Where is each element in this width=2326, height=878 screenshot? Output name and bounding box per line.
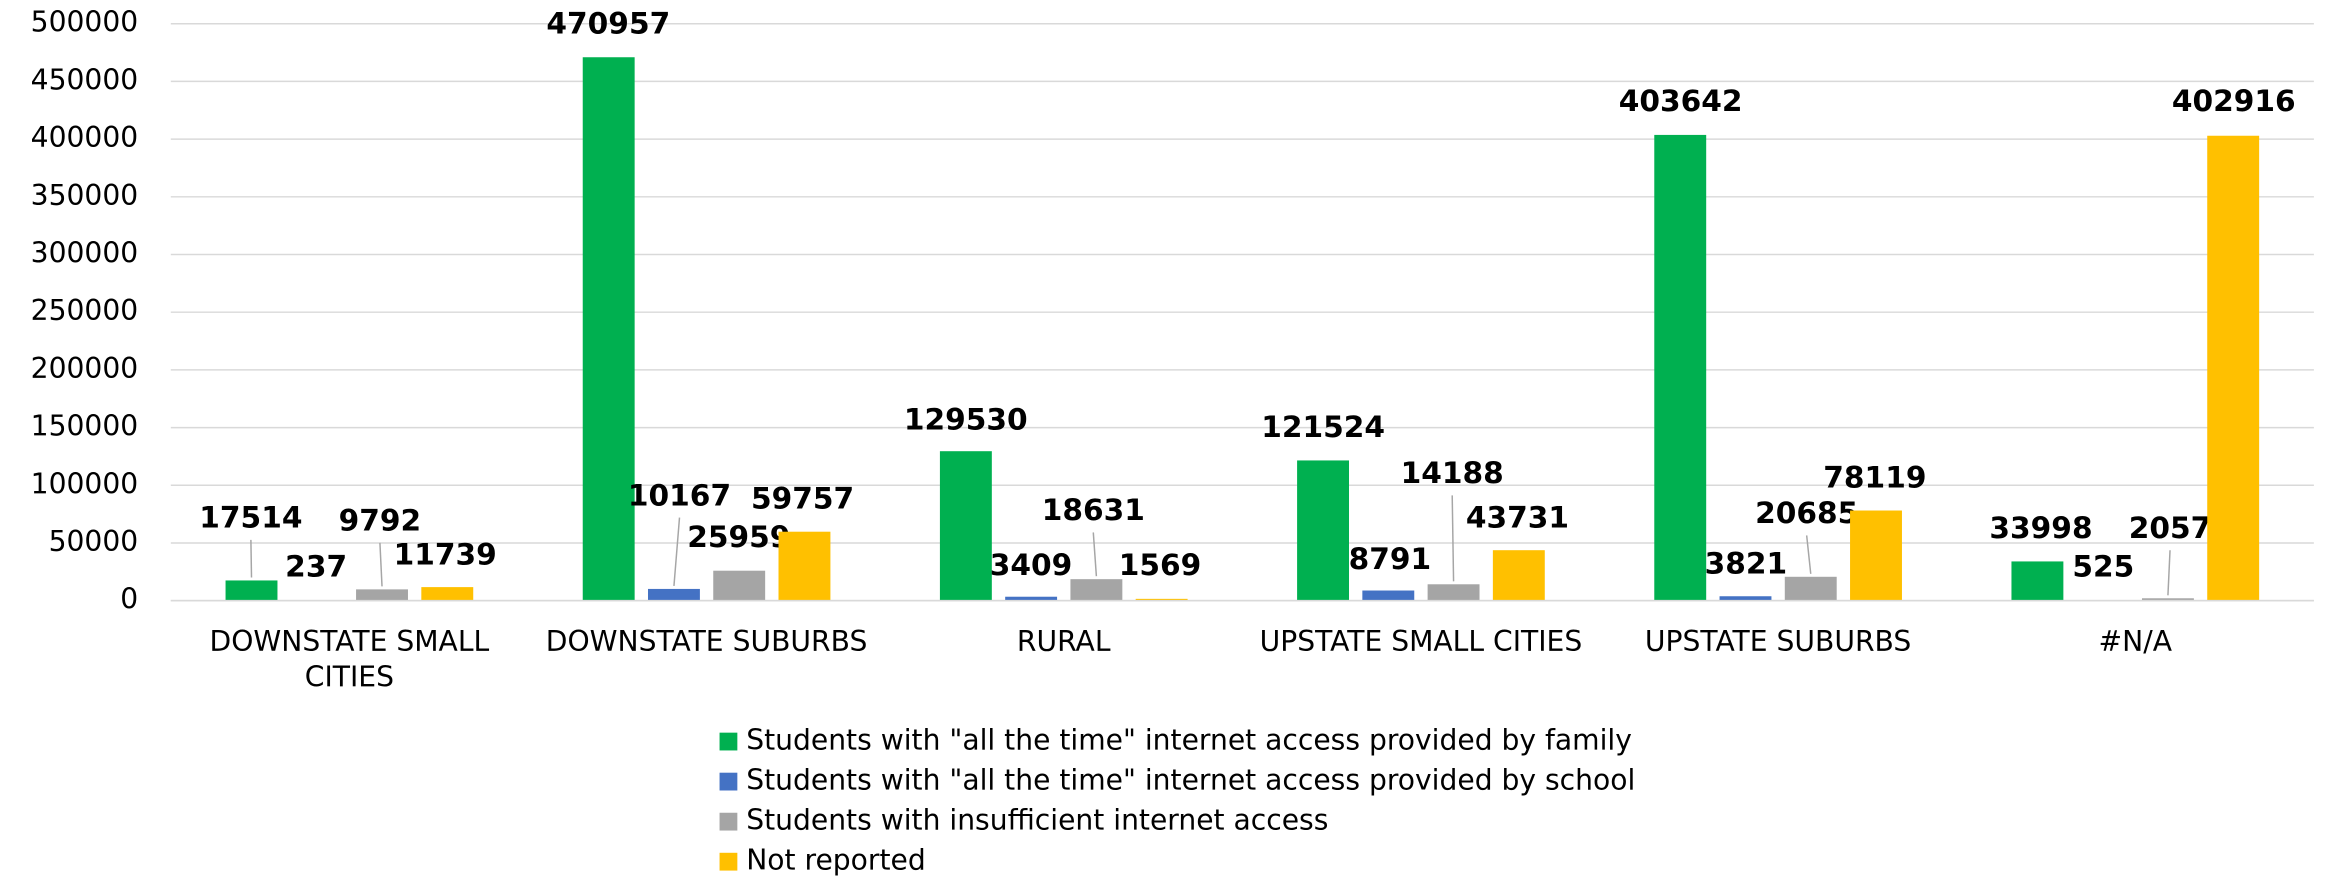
x-tick-label: UPSTATE SMALL CITIES (1259, 625, 1583, 659)
data-label: 525 (2072, 549, 2134, 584)
bar (2141, 598, 2194, 601)
data-label: 78119 (1823, 460, 1926, 495)
data-label: 25959 (687, 519, 790, 554)
data-label: 20685 (1755, 495, 1858, 530)
leader-line (2167, 550, 2171, 596)
y-tick-label: 50000 (49, 525, 139, 558)
x-tick-label: #N/A (2098, 625, 2173, 659)
legend-label: Students with "all the time" internet ac… (746, 724, 1632, 757)
legend-label: Students with "all the time" internet ac… (746, 764, 1635, 797)
bar (1492, 550, 1545, 601)
y-tick-label: 450000 (31, 63, 138, 96)
x-tick-label-box: #N/A (2098, 625, 2173, 659)
leader-line (1092, 532, 1098, 577)
x-tick-label-box: DOWNSTATE SMALL CITIES (209, 625, 490, 695)
data-label: 10167 (628, 477, 731, 512)
legend-label: Students with insufficient internet acce… (746, 804, 1328, 837)
bar (1427, 584, 1480, 601)
y-tick-label: 150000 (31, 410, 138, 443)
y-tick-label: 100000 (31, 467, 138, 500)
y-tick-label: 400000 (31, 121, 138, 154)
x-tick-label: UPSTATE SUBURBS (1644, 625, 1912, 659)
x-tick-label: DOWNSTATE SMALL CITIES (209, 625, 490, 695)
data-label: 59757 (751, 480, 854, 515)
data-label: 2057 (2129, 510, 2212, 545)
bar (582, 57, 635, 601)
legend-label: Not reported (746, 844, 925, 877)
legend-swatch (719, 772, 738, 791)
data-label: 3821 (1705, 546, 1788, 581)
leader-line (673, 517, 681, 587)
leader-line (1451, 495, 1455, 582)
x-tick-label-box: RURAL (1016, 625, 1111, 659)
data-label: 33998 (1989, 510, 2092, 545)
bar (225, 580, 278, 601)
bar (778, 531, 831, 601)
bar (1070, 579, 1123, 601)
bar (1850, 510, 1902, 601)
bar (1362, 590, 1415, 601)
legend-swatch (719, 852, 738, 871)
data-label: 402916 (2172, 83, 2296, 118)
data-label: 8791 (1349, 541, 1432, 576)
bar (1297, 460, 1350, 601)
data-label: 43731 (1466, 500, 1569, 535)
data-label: 3409 (990, 547, 1073, 582)
bar (713, 570, 766, 601)
bar (939, 451, 992, 601)
data-label: 9792 (339, 503, 422, 538)
x-tick-label: DOWNSTATE SUBURBS (545, 625, 868, 659)
bar (1784, 576, 1837, 601)
data-label: 18631 (1042, 492, 1145, 527)
y-tick-label: 0 (120, 583, 138, 616)
bar (647, 588, 700, 601)
bar (1654, 134, 1707, 601)
data-label: 11739 (394, 537, 497, 572)
bar (1135, 598, 1188, 601)
bar (1719, 596, 1772, 601)
y-tick-label: 500000 (31, 6, 138, 39)
bar (421, 587, 474, 601)
data-label: 129530 (904, 402, 1028, 437)
leader-line (1805, 535, 1812, 574)
bar (2011, 561, 2064, 601)
data-label: 403642 (1619, 83, 1743, 118)
leader-line (250, 539, 253, 578)
x-tick-label-box: UPSTATE SUBURBS (1644, 625, 1912, 659)
leader-line (379, 542, 383, 587)
y-tick-label: 200000 (31, 352, 138, 385)
bar (356, 589, 408, 601)
y-tick-label: 300000 (31, 237, 138, 270)
legend-swatch (719, 732, 738, 751)
bar (1005, 596, 1058, 601)
data-label: 1569 (1119, 547, 1202, 582)
x-tick-label-box: DOWNSTATE SUBURBS (545, 625, 868, 659)
x-tick-label: RURAL (1016, 625, 1111, 659)
data-label: 14188 (1401, 455, 1504, 490)
y-tick-label: 350000 (31, 179, 138, 212)
data-label: 121524 (1261, 409, 1385, 444)
legend-swatch (719, 812, 738, 831)
data-label: 470957 (546, 6, 670, 41)
y-tick-label: 250000 (31, 294, 138, 327)
data-label: 17514 (199, 500, 302, 535)
data-label: 237 (285, 549, 347, 584)
bar (2207, 135, 2260, 601)
x-tick-label-box: UPSTATE SMALL CITIES (1259, 625, 1583, 659)
